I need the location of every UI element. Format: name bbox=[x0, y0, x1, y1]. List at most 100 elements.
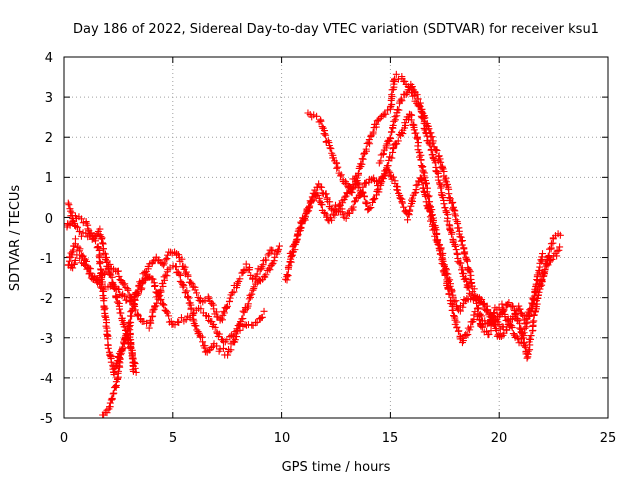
data-point-marker bbox=[331, 211, 339, 219]
y-tick-label-1: 1 bbox=[45, 171, 53, 186]
data-point-marker bbox=[508, 302, 516, 310]
data-point-marker bbox=[417, 162, 425, 170]
data-point-marker bbox=[342, 214, 350, 222]
x-tick-label-0: 0 bbox=[60, 431, 68, 446]
data-point-marker bbox=[175, 270, 183, 278]
data-point-marker bbox=[433, 168, 441, 176]
data-point-marker bbox=[365, 136, 373, 144]
data-point-marker bbox=[436, 155, 444, 163]
data-point-marker bbox=[392, 70, 400, 78]
data-point-marker bbox=[452, 246, 460, 254]
data-point-marker bbox=[269, 246, 277, 254]
data-point-marker bbox=[529, 301, 537, 309]
data-point-marker bbox=[436, 181, 444, 189]
data-point-marker bbox=[219, 344, 227, 352]
data-point-marker bbox=[100, 287, 108, 295]
data-point-marker bbox=[326, 144, 334, 152]
data-point-marker bbox=[131, 364, 139, 372]
data-point-marker bbox=[178, 255, 186, 263]
data-point-marker bbox=[318, 183, 326, 191]
data-point-marker bbox=[449, 293, 457, 301]
data-point-marker bbox=[505, 299, 513, 307]
data-point-marker bbox=[306, 202, 314, 210]
data-point-marker bbox=[122, 332, 130, 340]
data-point-marker bbox=[553, 247, 561, 255]
data-point-marker bbox=[401, 77, 409, 85]
data-point-marker bbox=[512, 311, 520, 319]
data-point-marker bbox=[199, 338, 207, 346]
data-point-marker bbox=[334, 208, 342, 216]
data-point-marker bbox=[432, 229, 440, 237]
data-point-marker bbox=[453, 250, 461, 258]
data-point-marker bbox=[284, 272, 292, 280]
data-point-marker bbox=[369, 128, 377, 136]
data-point-marker bbox=[182, 316, 190, 324]
data-point-marker bbox=[377, 179, 385, 187]
data-point-marker bbox=[407, 116, 415, 124]
data-point-marker bbox=[308, 197, 316, 205]
data-point-marker bbox=[107, 396, 115, 404]
data-point-marker bbox=[412, 181, 420, 189]
data-point-marker bbox=[151, 281, 159, 289]
data-point-marker bbox=[386, 134, 394, 142]
data-point-marker bbox=[339, 199, 347, 207]
data-point-marker bbox=[440, 200, 448, 208]
data-point-marker bbox=[181, 263, 189, 271]
data-point-marker bbox=[211, 323, 219, 331]
data-point-marker bbox=[77, 215, 85, 223]
data-point-marker bbox=[291, 240, 299, 248]
data-point-marker bbox=[123, 296, 131, 304]
data-point-marker bbox=[450, 298, 458, 306]
data-point-marker bbox=[395, 106, 403, 114]
y-tick-label-neg4: -4 bbox=[40, 372, 53, 387]
data-point-marker bbox=[117, 309, 125, 317]
data-point-marker bbox=[391, 113, 399, 121]
data-point-marker bbox=[461, 250, 469, 258]
data-point-marker bbox=[422, 180, 430, 188]
data-point-marker bbox=[253, 318, 261, 326]
data-point-marker bbox=[517, 329, 525, 337]
data-point-marker bbox=[110, 371, 118, 379]
data-point-marker bbox=[310, 111, 318, 119]
data-point-marker bbox=[379, 150, 387, 158]
data-point-marker bbox=[446, 276, 454, 284]
data-point-marker bbox=[104, 263, 112, 271]
data-point-marker bbox=[175, 318, 183, 326]
data-point-marker bbox=[433, 147, 441, 155]
data-point-marker bbox=[414, 95, 422, 103]
plot-frame bbox=[63, 56, 609, 419]
data-point-marker bbox=[161, 276, 169, 284]
data-point-marker bbox=[327, 145, 335, 153]
data-point-marker bbox=[183, 287, 191, 295]
data-point-marker bbox=[532, 305, 540, 313]
data-point-marker bbox=[262, 256, 270, 264]
y-tick-label-2: 2 bbox=[45, 131, 53, 146]
data-point-marker bbox=[397, 195, 405, 203]
data-point-marker bbox=[258, 313, 266, 321]
data-point-marker bbox=[444, 214, 452, 222]
data-point-marker bbox=[108, 394, 116, 402]
data-point-marker bbox=[129, 304, 137, 312]
data-point-marker bbox=[371, 195, 379, 203]
data-point-marker bbox=[468, 279, 476, 287]
data-point-marker bbox=[305, 207, 313, 215]
data-point-marker bbox=[100, 306, 108, 314]
data-point-marker bbox=[181, 289, 189, 297]
data-point-marker bbox=[413, 91, 421, 99]
data-point-marker bbox=[106, 399, 114, 407]
data-point-marker bbox=[244, 300, 252, 308]
data-point-marker bbox=[417, 174, 425, 182]
chart-title: Day 186 of 2022, Sidereal Day-to-day VTE… bbox=[73, 22, 599, 37]
data-point-marker bbox=[540, 269, 548, 277]
data-point-marker bbox=[352, 178, 360, 186]
data-point-marker bbox=[138, 276, 146, 284]
data-point-marker bbox=[220, 309, 228, 317]
data-point-marker bbox=[104, 344, 112, 352]
data-point-marker bbox=[256, 266, 264, 274]
data-point-marker bbox=[244, 321, 252, 329]
data-point-marker bbox=[470, 285, 478, 293]
data-point-marker bbox=[236, 275, 244, 283]
y-tick-label-neg3: -3 bbox=[40, 332, 53, 347]
data-point-marker bbox=[524, 347, 532, 355]
